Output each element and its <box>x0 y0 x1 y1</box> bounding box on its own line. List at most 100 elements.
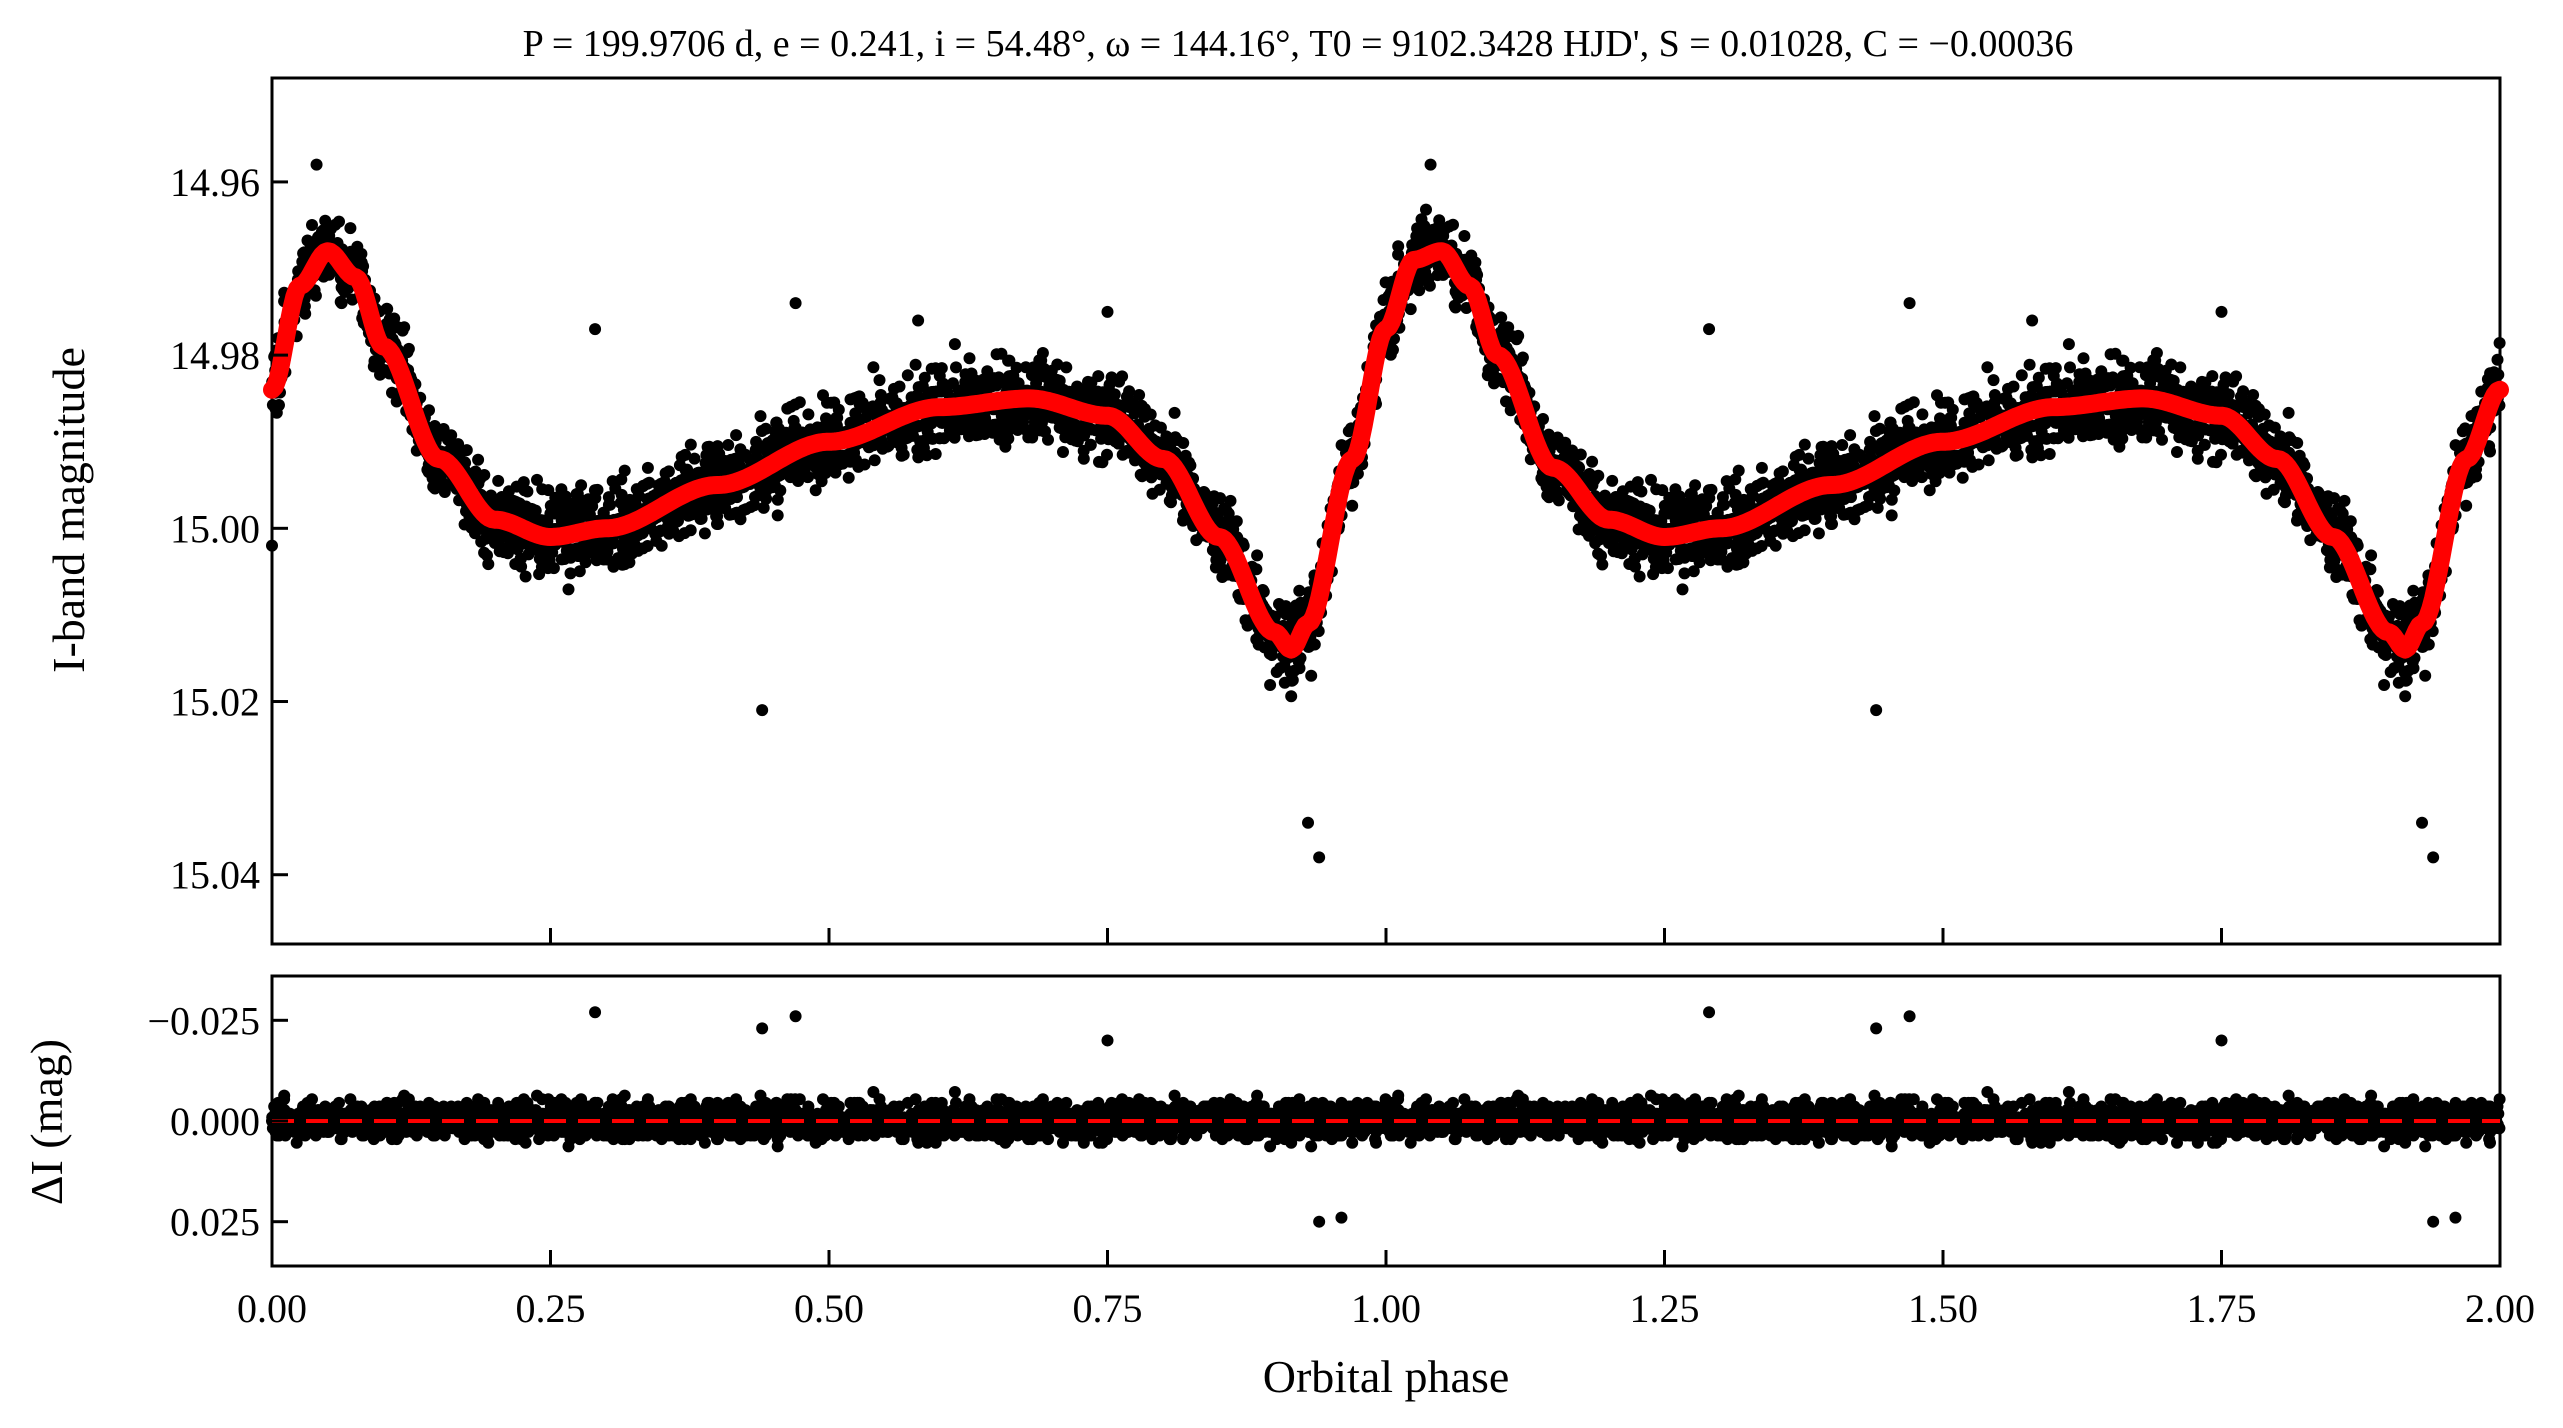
top-data-point <box>1465 249 1478 262</box>
top-data-point <box>2171 446 2183 458</box>
top-data-point <box>2160 372 2173 385</box>
top-data-point <box>2183 426 2196 439</box>
top-data-point <box>2399 674 2412 687</box>
top-data-point <box>1458 230 1471 242</box>
top-data-point <box>2372 641 2385 654</box>
top-data-point <box>1278 660 1291 673</box>
top-data-point <box>787 414 800 427</box>
top-data-point <box>1629 560 1642 573</box>
top-data-point <box>1690 494 1703 507</box>
top-data-point <box>2131 415 2144 428</box>
top-data-point <box>2011 448 2024 461</box>
top-data-point <box>564 567 577 580</box>
top-data-points <box>266 158 2506 864</box>
chart-title: P = 199.9706 d, e = 0.241, i = 54.48°, ω… <box>523 23 2074 65</box>
top-data-point <box>2086 413 2099 426</box>
top-data-point <box>1046 372 1059 385</box>
top-data-point <box>1915 471 1928 484</box>
top-data-point <box>1885 493 1898 506</box>
top-data-point <box>929 448 942 460</box>
top-data-point <box>2217 378 2230 391</box>
top-data-point <box>1510 333 1523 346</box>
top-data-point <box>2177 385 2189 398</box>
top-data-point <box>2394 608 2406 621</box>
top-data-point <box>437 423 450 435</box>
top-data-point <box>1123 385 1136 398</box>
top-data-point <box>2419 669 2432 682</box>
top-data-point <box>1085 423 1098 436</box>
top-data-point <box>2378 679 2391 691</box>
top-data-point <box>801 471 814 484</box>
top-data-point <box>472 453 485 466</box>
top-data-point <box>272 399 285 411</box>
top-data-point <box>2237 385 2250 398</box>
top-data-point <box>1802 452 1815 465</box>
top-data-point <box>1679 512 1692 525</box>
top-data-point <box>1772 475 1785 488</box>
top-data-point <box>2032 371 2045 384</box>
top-data-point <box>1898 400 1911 413</box>
top-data-point <box>809 484 822 497</box>
top-data-point <box>930 385 943 398</box>
top-data-point <box>658 475 671 488</box>
top-data-point <box>614 496 627 509</box>
top-data-point <box>886 391 899 404</box>
top-data-point <box>1116 370 1129 383</box>
top-data-point <box>2484 445 2496 458</box>
top-data-point <box>1631 476 1644 489</box>
top-data-point <box>917 442 930 455</box>
top-data-point <box>1039 425 1052 438</box>
top-data-point <box>2275 477 2287 490</box>
top-data-point <box>309 289 322 302</box>
top-data-point <box>901 369 914 382</box>
top-data-point <box>2062 338 2075 351</box>
top-data-point <box>351 240 364 253</box>
top-data-point <box>2365 549 2378 562</box>
top-data-point <box>1844 429 1857 442</box>
top-data-point <box>1585 525 1598 537</box>
top-data-point <box>1086 384 1099 397</box>
top-data-point <box>1647 552 1660 565</box>
top-data-point <box>1726 552 1738 565</box>
top-data-point <box>2392 660 2405 673</box>
top-data-point <box>1844 506 1857 519</box>
top-data-point <box>2152 362 2165 375</box>
top-data-point <box>754 410 767 423</box>
top-data-point <box>632 544 645 557</box>
top-data-point <box>527 542 540 555</box>
top-data-point <box>2174 361 2187 374</box>
top-data-point <box>1273 598 1285 610</box>
top-data-point <box>1060 361 1073 374</box>
top-data-point <box>950 361 962 374</box>
top-data-point <box>1163 495 1176 507</box>
top-data-point <box>1143 422 1156 435</box>
top-data-point <box>2460 499 2473 512</box>
top-data-point <box>2230 370 2243 383</box>
top-data-point <box>2247 389 2260 401</box>
top-data-point <box>1415 213 1428 226</box>
top-data-point <box>2044 385 2057 398</box>
top-data-point <box>482 558 495 571</box>
top-data-point <box>1798 509 1811 521</box>
top-data-point <box>2051 416 2064 429</box>
top-data-point <box>673 459 686 472</box>
top-data-point <box>868 454 881 467</box>
top-data-point <box>2493 337 2506 349</box>
top-data-point <box>1133 389 1146 401</box>
top-data-point <box>488 537 501 549</box>
top-data-point <box>1769 539 1782 552</box>
top-data-point <box>1285 674 1298 687</box>
top-data-point <box>1285 690 1298 703</box>
top-data-point <box>1103 378 1116 391</box>
top-data-point <box>831 411 844 424</box>
top-data-point <box>759 422 772 435</box>
top-data-point <box>969 382 982 395</box>
top-data-point <box>1945 411 1958 424</box>
top-data-point <box>2210 456 2223 469</box>
top-data-point <box>1678 567 1691 580</box>
top-data-point <box>2399 690 2412 703</box>
top-data-point <box>694 513 707 525</box>
top-data-point <box>1746 544 1759 557</box>
top-data-point <box>1392 240 1405 253</box>
